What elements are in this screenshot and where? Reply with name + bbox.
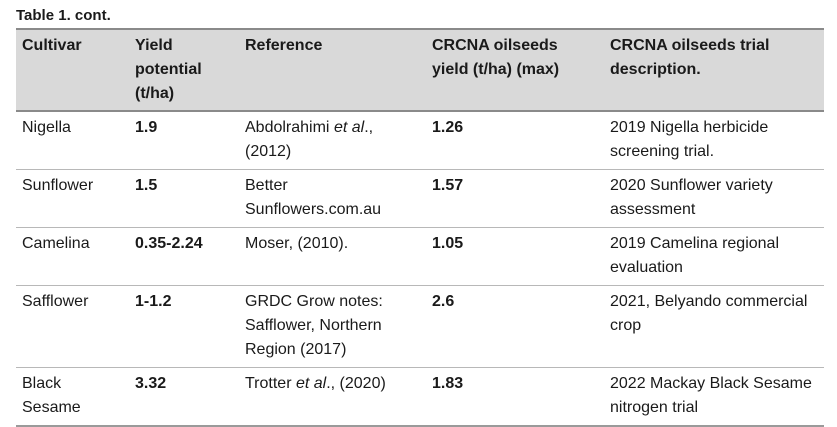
oilseeds-table: Cultivar Yield potential (t/ha) Referenc… xyxy=(16,28,824,427)
reference-text: Better Sunflowers.com.au xyxy=(245,177,382,218)
cell-crcna-trial: 2022 Mackay Black Sesame nitrogen trial xyxy=(604,367,824,427)
table-container: Table 1. cont. Cultivar Yield potential … xyxy=(16,6,824,427)
cell-yield-potential: 1.9 xyxy=(129,111,239,170)
cell-crcna-yield: 1.83 xyxy=(426,367,604,427)
cell-reference: Moser, (2010). xyxy=(239,227,426,286)
header-row: Cultivar Yield potential (t/ha) Referenc… xyxy=(16,28,824,112)
cell-crcna-yield: 1.26 xyxy=(426,111,604,170)
reference-text: Abdolrahimi xyxy=(245,119,334,136)
cell-cultivar: Black Sesame xyxy=(16,367,129,427)
cell-crcna-yield: 1.05 xyxy=(426,227,604,286)
cell-crcna-trial: 2021, Belyando commercial crop xyxy=(604,285,824,368)
header-crcna-trial: CRCNA oilseeds trial description. xyxy=(604,28,824,112)
table-row: Safflower 1-1.2 GRDC Grow notes: Safflow… xyxy=(16,285,824,368)
table-row: Camelina 0.35-2.24 Moser, (2010). 1.05 2… xyxy=(16,227,824,286)
cell-yield-potential: 1.5 xyxy=(129,169,239,228)
cell-crcna-yield: 1.57 xyxy=(426,169,604,228)
cell-reference: GRDC Grow notes: Safflower, Northern Reg… xyxy=(239,285,426,368)
reference-text: Moser, (2010). xyxy=(245,235,349,252)
cell-cultivar: Camelina xyxy=(16,227,129,286)
cell-crcna-trial: 2020 Sunflower variety assessment xyxy=(604,169,824,228)
header-crcna-yield: CRCNA oilseeds yield (t/ha) (max) xyxy=(426,28,604,112)
cell-reference: Abdolrahimi et al., (2012) xyxy=(239,111,426,170)
cell-yield-potential: 0.35-2.24 xyxy=(129,227,239,286)
table-caption: Table 1. cont. xyxy=(16,7,111,24)
cell-cultivar: Sunflower xyxy=(16,169,129,228)
reference-text: GRDC Grow notes: Safflower, Northern Reg… xyxy=(245,293,383,358)
cell-crcna-trial: 2019 Camelina regional evaluation xyxy=(604,227,824,286)
cell-cultivar: Nigella xyxy=(16,111,129,170)
table-row: Nigella 1.9 Abdolrahimi et al., (2012) 1… xyxy=(16,111,824,170)
reference-italic: et al xyxy=(295,375,327,392)
table-row: Sunflower 1.5 Better Sunflowers.com.au 1… xyxy=(16,169,824,228)
cell-crcna-yield: 2.6 xyxy=(426,285,604,368)
header-reference: Reference xyxy=(239,28,426,112)
cell-yield-potential: 3.32 xyxy=(129,367,239,427)
cell-crcna-trial: 2019 Nigella herbicide screening trial. xyxy=(604,111,824,170)
reference-italic: et al xyxy=(333,119,365,136)
reference-suffix: ., (2020) xyxy=(326,375,386,392)
reference-text: Trotter xyxy=(245,375,296,392)
cell-yield-potential: 1-1.2 xyxy=(129,285,239,368)
cell-reference: Better Sunflowers.com.au xyxy=(239,169,426,228)
table-row: Black Sesame 3.32 Trotter et al., (2020)… xyxy=(16,367,824,427)
cell-cultivar: Safflower xyxy=(16,285,129,368)
header-cultivar: Cultivar xyxy=(16,28,129,112)
reference-suffix: ., (2012) xyxy=(245,119,374,160)
cell-reference: Trotter et al., (2020) xyxy=(239,367,426,427)
header-yield-potential: Yield potential (t/ha) xyxy=(129,28,239,112)
